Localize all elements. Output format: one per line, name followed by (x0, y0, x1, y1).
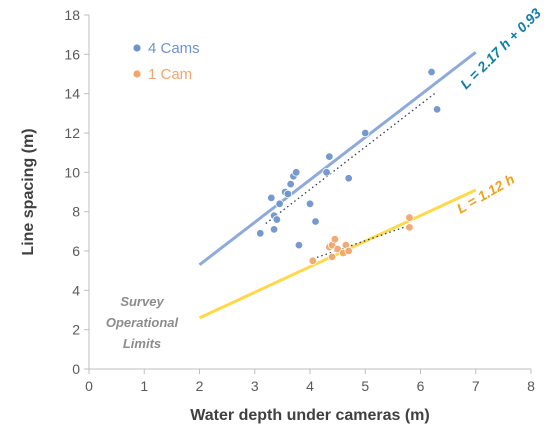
point-four-cams (283, 189, 293, 199)
fit-lines (198, 51, 477, 320)
trend-line-four-cams (265, 91, 438, 224)
legend-marker (132, 69, 142, 79)
x-tick-label: 3 (251, 378, 259, 394)
y-tick-label: 4 (72, 282, 80, 298)
point-four-cams (291, 168, 301, 177)
y-tick-label: 0 (72, 361, 80, 377)
x-tick-label: 2 (196, 378, 204, 394)
point-four-cams (272, 215, 282, 224)
y-tick-label: 12 (64, 125, 80, 141)
chart-labels: Water depth under cameras (m) Line spacin… (20, 5, 544, 424)
point-four-cams (344, 174, 353, 183)
point-four-cams (256, 229, 265, 238)
fit-line-one-cam (198, 188, 477, 320)
legend-label: 1 Cam (148, 66, 192, 83)
y-tick-label: 10 (64, 164, 80, 180)
point-one-cam (405, 213, 414, 222)
x-tick-label: 4 (306, 378, 314, 394)
x-tick-label: 5 (361, 378, 369, 394)
annotation-line: Survey (120, 294, 164, 309)
equation-one-cam: L = 1.12 h (454, 171, 517, 217)
point-four-cams (311, 217, 320, 226)
x-tick-label: 1 (140, 378, 148, 394)
point-four-cams (275, 199, 284, 208)
point-four-cams (361, 128, 370, 138)
point-four-cams (427, 67, 436, 77)
point-four-cams (322, 168, 331, 177)
legend-marker (132, 43, 142, 53)
x-tick-label: 6 (417, 378, 425, 394)
point-four-cams (294, 240, 304, 250)
point-one-cam (405, 223, 414, 232)
y-tick-label: 8 (72, 204, 80, 220)
y-tick-label: 2 (72, 322, 80, 338)
y-tick-label: 18 (64, 7, 80, 23)
y-tick-label: 16 (64, 46, 80, 62)
point-one-cam (330, 234, 340, 244)
x-tick-label: 8 (527, 378, 535, 394)
point-four-cams (286, 179, 295, 189)
fit-line-four-cams (198, 51, 477, 266)
data-points (256, 67, 442, 266)
point-one-cam (308, 256, 317, 266)
legend-label: 4 Cams (148, 40, 200, 57)
y-tick-label: 6 (72, 243, 80, 259)
x-tick-label: 0 (85, 378, 93, 394)
point-one-cam (344, 246, 353, 256)
y-tick-label: 14 (64, 86, 80, 102)
x-axis-title: Water depth under cameras (m) (190, 407, 429, 424)
y-axis-title: Line spacing (m) (20, 128, 37, 255)
point-four-cams (432, 105, 442, 114)
equation-four-cams: L = 2.17 h + 0.93 (457, 5, 544, 92)
point-four-cams (269, 225, 279, 234)
annotation-line: Operational (106, 315, 179, 330)
x-tick-label: 7 (472, 378, 480, 394)
point-four-cams (305, 199, 315, 208)
point-four-cams (267, 193, 276, 203)
point-four-cams (325, 152, 334, 161)
point-one-cam (327, 252, 337, 262)
annotation-line: Limits (123, 336, 161, 351)
